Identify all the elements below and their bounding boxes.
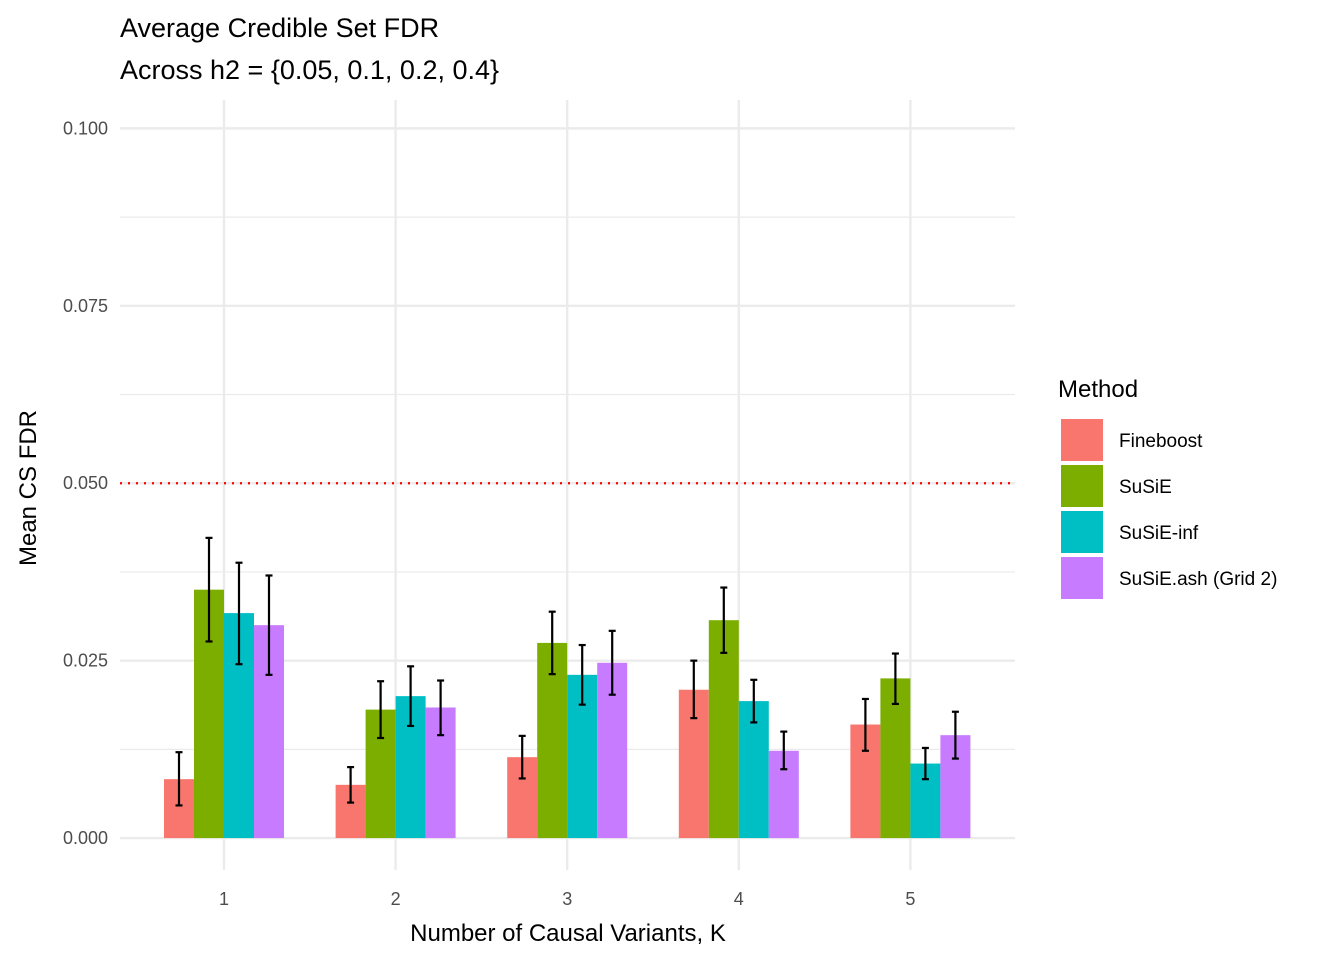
error-bar <box>437 679 445 737</box>
x-ticks: 1 2 3 4 5 <box>219 889 915 909</box>
chart-subtitle: Across h2 = {0.05, 0.1, 0.2, 0.4} <box>120 55 499 85</box>
error-bar <box>347 765 355 804</box>
legend-item: SuSiE <box>1061 465 1172 507</box>
y-tick-label: 0.025 <box>63 651 108 671</box>
legend-item: SuSiE-inf <box>1061 511 1199 553</box>
legend-items: Fineboost SuSiE SuSiE-inf SuSiE.ash (Grid 2… <box>1061 419 1277 599</box>
error-bar <box>265 574 273 676</box>
legend-label: SuSiE-inf <box>1119 523 1199 544</box>
error-bar <box>780 730 788 771</box>
error-bar <box>861 697 869 752</box>
error-bar <box>175 751 183 807</box>
error-bar <box>548 610 556 676</box>
error-bar <box>921 746 929 781</box>
x-axis-title: Number of Causal Variants, K <box>410 920 726 947</box>
legend-swatch <box>1061 511 1103 553</box>
legend: Method Fineboost SuSiE SuSiE-inf SuSiE.ash … <box>1058 376 1277 599</box>
y-ticks: 0.000 0.025 0.050 0.075 0.100 <box>63 118 108 848</box>
legend-label: Fineboost <box>1119 431 1203 452</box>
x-tick-label: 5 <box>905 889 915 909</box>
legend-item: SuSiE.ash (Grid 2) <box>1061 557 1277 599</box>
legend-label: SuSiE <box>1119 477 1172 498</box>
bar <box>708 620 739 839</box>
error-bar <box>951 710 959 760</box>
error-bar <box>205 536 213 643</box>
error-bar <box>518 734 526 780</box>
error-bar <box>377 680 385 740</box>
x-tick-label: 3 <box>562 889 572 909</box>
y-axis-title: Mean CS FDR <box>15 410 42 566</box>
x-tick-label: 2 <box>391 889 401 909</box>
legend-item: Fineboost <box>1061 419 1203 461</box>
y-tick-label: 0.075 <box>63 296 108 316</box>
bar <box>738 701 769 839</box>
y-tick-label: 0.050 <box>63 473 108 493</box>
error-bar <box>750 678 758 724</box>
error-bar <box>235 561 243 666</box>
y-tick-label: 0.100 <box>63 118 108 138</box>
bar <box>537 642 568 839</box>
error-bar <box>608 629 616 696</box>
legend-title: Method <box>1058 376 1138 403</box>
chart-title: Average Credible Set FDR <box>120 13 439 43</box>
error-bar <box>690 659 698 720</box>
error-bars <box>175 536 959 807</box>
legend-swatch <box>1061 465 1103 507</box>
y-tick-label: 0.000 <box>63 828 108 848</box>
legend-swatch <box>1061 419 1103 461</box>
legend-swatch <box>1061 557 1103 599</box>
error-bar <box>407 665 415 728</box>
error-bar <box>578 643 586 706</box>
x-tick-label: 4 <box>734 889 744 909</box>
x-tick-label: 1 <box>219 889 229 909</box>
error-bar <box>891 652 899 706</box>
error-bar <box>720 586 728 654</box>
legend-label: SuSiE.ash (Grid 2) <box>1119 569 1277 590</box>
